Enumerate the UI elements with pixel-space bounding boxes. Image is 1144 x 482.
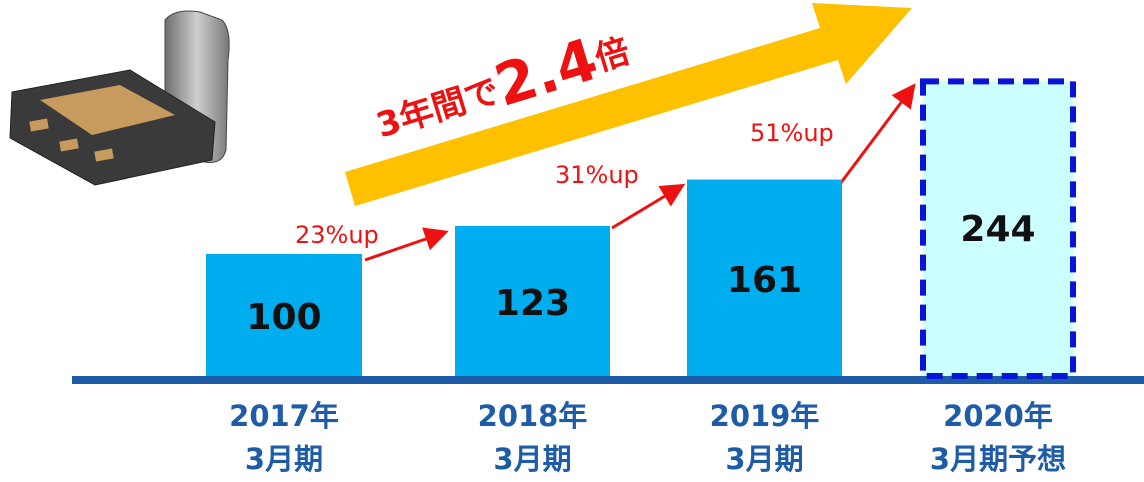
growth-arrows xyxy=(364,83,916,262)
value-label: 100 xyxy=(246,297,321,338)
x-tick-label: 2020年 xyxy=(943,399,1053,433)
growth-label: 31%up xyxy=(555,161,639,189)
x-tick-label: 3月期予想 xyxy=(930,442,1066,476)
x-tick-label: 2017年 xyxy=(229,399,339,433)
x-tick-label: 2019年 xyxy=(710,399,820,433)
x-tick-label: 2018年 xyxy=(478,399,588,433)
step-arrow xyxy=(611,183,686,230)
step-arrow xyxy=(838,83,916,185)
bar xyxy=(687,179,842,376)
value-label: 161 xyxy=(727,260,802,301)
bar xyxy=(920,78,1076,379)
x-tick-label: 3月期 xyxy=(245,442,323,476)
growth-label: 23%up xyxy=(295,221,379,249)
x-tick-label: 3月期 xyxy=(725,442,803,476)
bar xyxy=(455,225,610,376)
value-label: 123 xyxy=(495,283,570,324)
bar xyxy=(206,254,362,376)
baseline xyxy=(72,376,1144,384)
product-photo xyxy=(0,0,232,234)
value-label: 244 xyxy=(960,209,1035,250)
x-tick-label: 3月期 xyxy=(493,442,571,476)
step-arrow xyxy=(364,227,449,262)
growth-arrow xyxy=(345,3,912,206)
growth-label: 51%up xyxy=(750,119,834,147)
